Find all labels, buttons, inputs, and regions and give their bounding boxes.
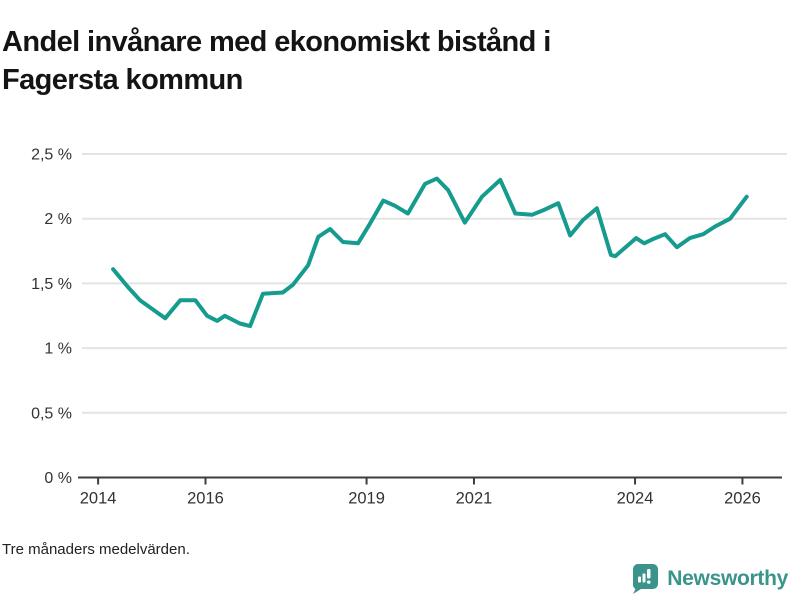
newsworthy-wordmark: Newsworthy	[667, 566, 788, 590]
newsworthy-logo[interactable]: Newsworthy	[631, 563, 788, 594]
x-axis-tick-label: 2021	[456, 490, 493, 508]
y-axis-tick-label: 1 %	[44, 341, 72, 358]
x-axis-tick-label: 2024	[617, 490, 654, 508]
y-axis-tick-label: 1,5 %	[31, 276, 72, 293]
y-axis-tick-label: 0,5 %	[31, 405, 72, 422]
x-axis-tick-label: 2019	[348, 490, 385, 508]
y-axis-tick-label: 2,5 %	[31, 147, 72, 164]
line-chart: 0 % 0,5 % 1 % 1,5 % 2 % 2,5 % 2014 2016 2019 2021…	[31, 147, 787, 508]
x-axis-tick-label: 2016	[187, 490, 224, 508]
source-note: Tre månaders medelvärden.	[2, 541, 190, 558]
newsworthy-speech-bubble-bar-chart-icon	[631, 563, 659, 594]
x-axis-tick-label: 2026	[724, 490, 761, 508]
y-axis-tick-label: 2 %	[44, 211, 72, 228]
y-axis-tick-label: 0 %	[44, 470, 72, 487]
x-axis-tick-label: 2014	[80, 490, 117, 508]
page-title: Andel invånare med ekonomiskt bistånd i …	[2, 26, 551, 96]
data-series-line	[111, 176, 749, 329]
